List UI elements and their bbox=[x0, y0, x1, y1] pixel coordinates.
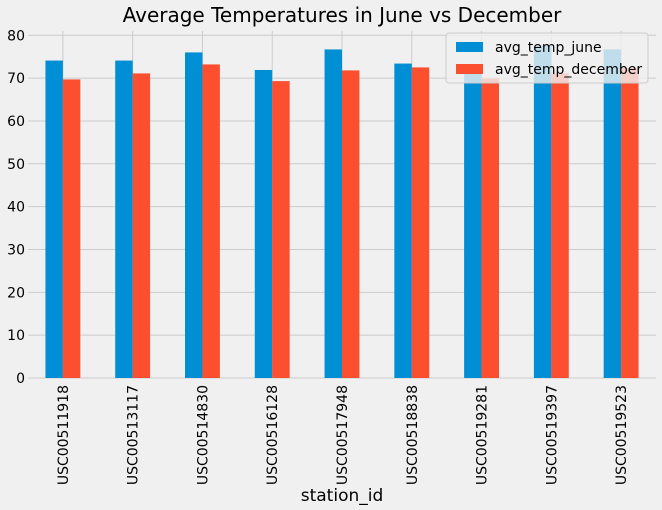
bar-avg_temp_december-USC00517948 bbox=[342, 70, 360, 378]
bar-avg_temp_december-USC00518838 bbox=[411, 67, 430, 379]
x-tick-label: USC00519397 bbox=[544, 385, 560, 485]
chart-title: Average Temperatures in June vs December bbox=[123, 3, 563, 27]
x-tick-label: USC00516128 bbox=[265, 385, 281, 485]
bar-avg_temp_june-USC00517948 bbox=[324, 49, 342, 378]
y-tick-label: 70 bbox=[7, 71, 25, 87]
bar-avg_temp_june-USC00519397 bbox=[533, 45, 552, 379]
x-tick-label: USC00519281 bbox=[475, 385, 491, 485]
bar-avg_temp_june-USC00514830 bbox=[185, 52, 203, 379]
bar-avg_temp_december-USC00519397 bbox=[551, 73, 569, 379]
x-tick-label: USC00514830 bbox=[195, 385, 211, 485]
bar-avg_temp_december-USC00511918 bbox=[62, 79, 81, 379]
legend-label-avg_temp_december: avg_temp_december bbox=[495, 62, 642, 78]
x-tick-label: USC00519523 bbox=[614, 385, 630, 485]
legend-box bbox=[445, 32, 649, 84]
bar-avg_temp_june-USC00519281 bbox=[464, 63, 482, 378]
x-tick-label: USC00517948 bbox=[335, 385, 351, 485]
x-axis-label: station_id bbox=[301, 486, 384, 506]
y-axis: 0 10 20 30 40 50 60 70 80 bbox=[7, 28, 25, 387]
bar-avg_temp_december-USC00514830 bbox=[202, 64, 220, 378]
bar-avg_temp_december-USC00519281 bbox=[481, 78, 499, 378]
bar-avg_temp_june-USC00511918 bbox=[45, 60, 63, 378]
y-tick-label: 50 bbox=[7, 157, 25, 173]
x-tick-label: USC00518838 bbox=[405, 385, 421, 485]
y-tick-label: 20 bbox=[7, 285, 25, 301]
bar-avg_temp_june-USC00519523 bbox=[603, 49, 622, 378]
bar-avg_temp_december-USC00513117 bbox=[132, 73, 151, 379]
bars bbox=[45, 45, 639, 379]
legend-swatch-avg_temp_june bbox=[456, 42, 483, 52]
y-tick-label: 0 bbox=[16, 371, 25, 387]
x-tick-label: USC00513117 bbox=[126, 385, 142, 485]
legend-label-avg_temp_june: avg_temp_june bbox=[495, 40, 602, 56]
y-tick-label: 40 bbox=[7, 200, 25, 216]
bar-avg_temp_june-USC00518838 bbox=[394, 63, 412, 379]
y-tick-label: 10 bbox=[7, 328, 25, 344]
y-tick-label: 80 bbox=[7, 28, 25, 44]
bar-avg_temp_june-USC00516128 bbox=[254, 69, 273, 378]
legend: avg_temp_june avg_temp_december bbox=[445, 32, 649, 84]
bar-avg_temp_june-USC00513117 bbox=[115, 60, 133, 378]
bar-avg_temp_december-USC00516128 bbox=[272, 81, 290, 378]
legend-swatch-avg_temp_december bbox=[456, 64, 483, 74]
bar-avg_temp_december-USC00519523 bbox=[621, 67, 639, 378]
y-tick-label: 30 bbox=[7, 242, 25, 258]
x-axis: USC00511918 USC00513117 USC00514830 USC0051… bbox=[56, 385, 630, 485]
x-tick-label: USC00511918 bbox=[56, 385, 72, 485]
y-tick-label: 60 bbox=[7, 114, 25, 130]
